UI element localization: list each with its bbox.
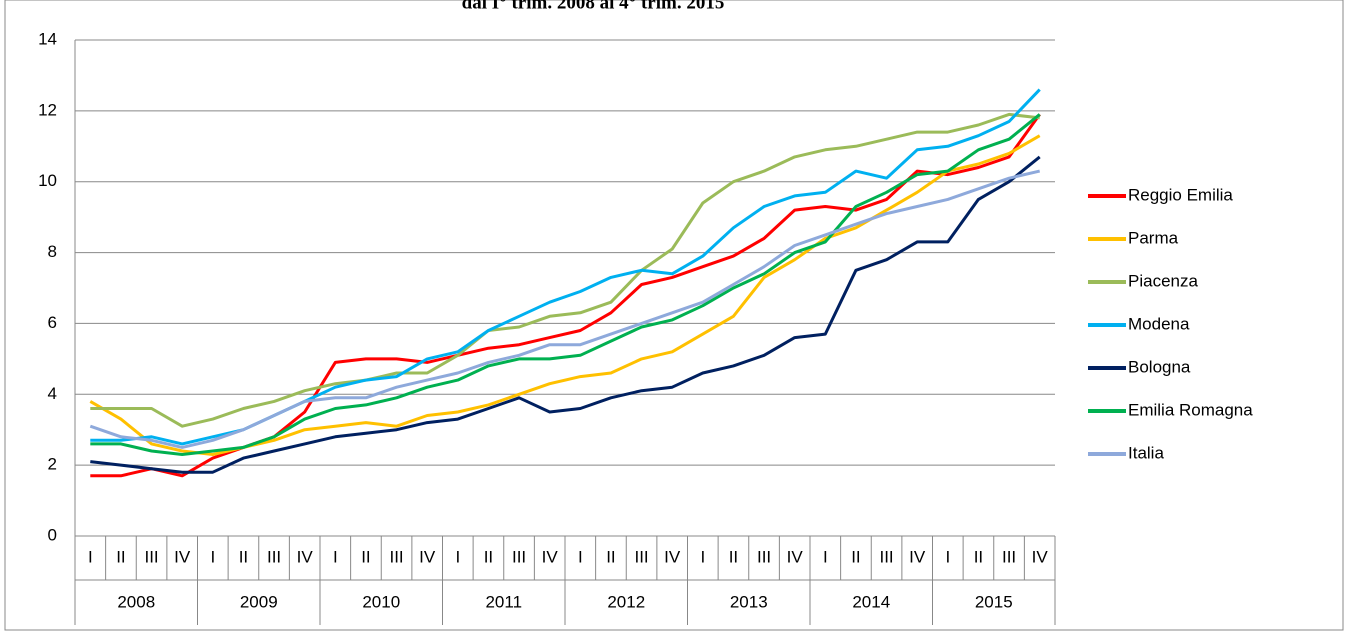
- x-tick-label: III: [1002, 547, 1016, 566]
- legend-label: Piacenza: [1128, 271, 1198, 290]
- x-tick-label: I: [210, 547, 215, 566]
- x-group-label: 2013: [730, 592, 768, 611]
- chart-frame: [4, 0, 1344, 631]
- y-tick-label: 10: [38, 171, 57, 190]
- x-tick-label: II: [974, 547, 983, 566]
- x-group-label: 2011: [485, 592, 522, 611]
- series-line: [89, 134, 1041, 456]
- x-tick-label: IV: [419, 547, 436, 566]
- x-group-label: 2015: [975, 592, 1013, 611]
- y-tick-label: 4: [48, 384, 57, 403]
- x-tick-label: II: [361, 547, 370, 566]
- x-group-label: 2008: [117, 592, 155, 611]
- x-tick-label: III: [267, 547, 281, 566]
- x-tick-label: I: [578, 547, 583, 566]
- x-tick-label: I: [700, 547, 705, 566]
- series-line: [90, 88, 1041, 446]
- x-tick-label: IV: [174, 547, 191, 566]
- series-line: [90, 113, 1041, 456]
- x-tick-label: II: [606, 547, 615, 566]
- y-tick-label: 0: [48, 525, 57, 544]
- x-tick-label: I: [455, 547, 460, 566]
- x-tick-label: II: [116, 547, 125, 566]
- legend-label: Emilia Romagna: [1128, 400, 1253, 419]
- x-group-label: 2009: [240, 592, 278, 611]
- x-tick-label: II: [239, 547, 248, 566]
- y-tick-label: 12: [38, 100, 57, 119]
- series-line: [90, 112, 1040, 428]
- legend-label: Italia: [1128, 443, 1164, 462]
- x-tick-label: II: [729, 547, 738, 566]
- x-tick-label: IV: [297, 547, 314, 566]
- x-tick-label: III: [634, 547, 648, 566]
- x-tick-label: III: [389, 547, 403, 566]
- chart-title: dal I° trim. 2008 al 4° trim. 2015: [462, 0, 725, 13]
- x-group-label: 2010: [362, 592, 400, 611]
- x-tick-label: IV: [542, 547, 559, 566]
- x-group-label: 2014: [852, 592, 890, 611]
- x-tick-label: III: [757, 547, 771, 566]
- y-tick-label: 14: [38, 29, 57, 48]
- x-tick-label: IV: [1032, 547, 1049, 566]
- x-tick-label: IV: [909, 547, 926, 566]
- x-tick-label: II: [851, 547, 860, 566]
- legend-label: Parma: [1128, 228, 1179, 247]
- series-line: [90, 155, 1041, 474]
- x-tick-label: III: [879, 547, 893, 566]
- x-tick-label: I: [945, 547, 950, 566]
- y-tick-label: 6: [48, 313, 57, 332]
- legend-label: Bologna: [1128, 357, 1191, 376]
- x-tick-label: IV: [664, 547, 681, 566]
- x-tick-label: II: [484, 547, 493, 566]
- x-tick-label: III: [512, 547, 526, 566]
- x-tick-label: I: [88, 547, 93, 566]
- legend-label: Modena: [1128, 314, 1190, 333]
- x-group-label: 2012: [607, 592, 645, 611]
- y-tick-label: 2: [48, 455, 57, 474]
- legend-label: Reggio Emilia: [1128, 185, 1233, 204]
- y-tick-label: 8: [48, 242, 57, 261]
- x-tick-label: IV: [787, 547, 804, 566]
- x-tick-label: I: [333, 547, 338, 566]
- series-line: [89, 169, 1041, 449]
- x-tick-label: I: [823, 547, 828, 566]
- x-tick-label: III: [144, 547, 158, 566]
